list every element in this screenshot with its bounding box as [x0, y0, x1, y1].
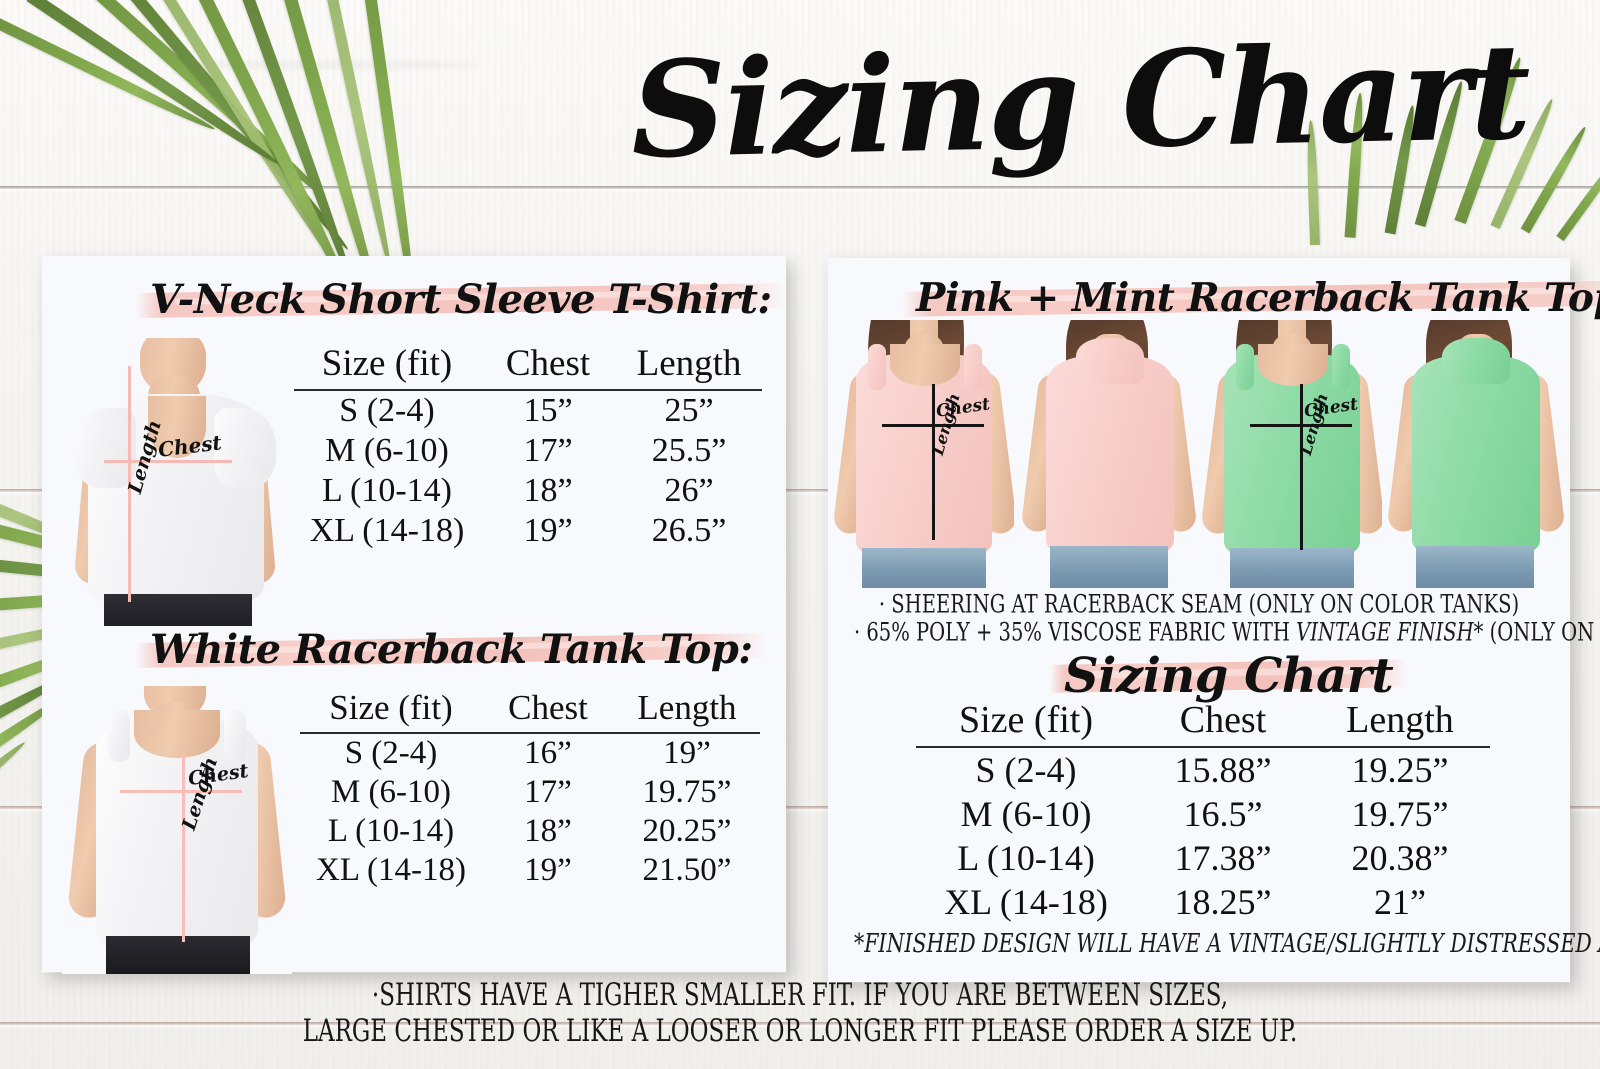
white-racerback-tank-photo: Chest Length [62, 686, 292, 974]
model-figure [834, 320, 1014, 588]
bullet-fabric-italic: VINTAGE FINISH* [1296, 617, 1484, 647]
chest-guide-line [120, 790, 242, 793]
plank-seam [0, 489, 1600, 492]
mint-tank-back-photo [1386, 320, 1566, 588]
chest-guide-line [1250, 424, 1352, 427]
model-figure [1018, 320, 1198, 588]
v-neck-size-table: Size (fit) Chest Length S (2-4) 15” 25” … [294, 342, 762, 551]
bullet-fabric-before: · 65% POLY + 35% VISCOSE FABRIC WITH [853, 617, 1297, 647]
table-row: M (6-10) 17” 25.5” [325, 432, 727, 469]
pink-mint-size-table: Size (fit) Chest Length S (2-4) 15.88” 1… [916, 698, 1490, 924]
model-figure [62, 686, 292, 974]
heading-pink-mint-racerback-tank: Pink + Mint Racerback Tank Top: [901, 270, 1600, 326]
model-figure [1202, 320, 1382, 588]
model-figure [62, 338, 292, 626]
col-size: Size (fit) [321, 343, 453, 384]
col-chest: Chest [508, 688, 588, 727]
left-panel: V-Neck Short Sleeve T-Shirt: Chest Lengt… [42, 256, 786, 974]
table-row: L (10-14) 18” 26” [322, 472, 714, 509]
mint-tank-front-photo: Chest Length [1202, 320, 1382, 588]
length-guide-line [932, 384, 935, 540]
right-panel: Pink + Mint Racerback Tank Top: Chest Le… [828, 258, 1600, 982]
col-chest: Chest [505, 343, 591, 384]
footer-line-2: LARGE CHESTED OR LIKE A LOOSER OR LONGER… [302, 1012, 1298, 1049]
col-length: Length [1346, 699, 1454, 741]
table-header-row: Size (fit) Chest Length [916, 698, 1490, 747]
heading-sizing-chart: Sizing Chart [1049, 644, 1408, 708]
length-guide-line [1300, 384, 1303, 550]
right-panel-footnote: *FINISHED DESIGN WILL HAVE A VINTAGE/SLI… [853, 929, 1600, 960]
page-title: Sizing Chart [629, 14, 1531, 189]
table-row: XL (14-18) 19” 21.50” [316, 852, 732, 888]
table-row: L (10-14) 18” 20.25” [327, 813, 732, 849]
bullet-sheering: · SHEERING AT RACERBACK SEAM (ONLY ON CO… [878, 589, 1520, 619]
col-size: Size (fit) [958, 699, 1093, 741]
bullet-fabric-after: (ONLY ON COLOR TANKS) [1489, 617, 1600, 647]
table-row: M (6-10) 16.5” 19.75” [960, 794, 1449, 834]
white-tank-size-table: Size (fit) Chest Length S (2-4) 16” 19” … [300, 688, 760, 890]
table-row: XL (14-18) 19” 26.5” [309, 512, 727, 549]
model-figure [1386, 320, 1566, 588]
plank-seam [0, 1022, 1600, 1025]
col-size: Size (fit) [329, 688, 453, 727]
table-row: M (6-10) 17” 19.75” [330, 774, 732, 810]
wood-grain [180, 60, 480, 70]
plank-seam [0, 806, 1600, 809]
col-length: Length [637, 688, 737, 727]
heading-white-racerback-tank: White Racerback Tank Top: [135, 622, 767, 678]
table-row: S (2-4) 15” 25” [339, 392, 714, 429]
v-neck-tshirt-photo: Chest Length [62, 338, 292, 626]
table-header-row: Size (fit) Chest Length [294, 342, 762, 390]
table-row: S (2-4) 15.88” 19.25” [975, 750, 1449, 790]
footer-note: ·SHIRTS HAVE A TIGHER SMALLER FIT. IF YO… [0, 977, 1600, 1050]
pink-tank-front-photo: Chest Length [834, 320, 1014, 588]
table-row: L (10-14) 17.38” 20.38” [957, 838, 1449, 878]
length-guide-line [128, 366, 131, 602]
table-row: S (2-4) 16” 19” [344, 735, 711, 771]
table-header-row: Size (fit) Chest Length [300, 688, 760, 733]
pink-tank-back-photo [1018, 320, 1198, 588]
chest-guide-line [104, 460, 232, 463]
length-guide-line [182, 754, 185, 942]
heading-v-neck-tshirt: V-Neck Short Sleeve T-Shirt: [135, 272, 786, 328]
table-row: XL (14-18) 18.25” 21” [944, 882, 1426, 922]
chest-guide-line [882, 424, 984, 427]
footer-line-1: ·SHIRTS HAVE A TIGHER SMALLER FIT. IF YO… [371, 976, 1229, 1013]
bullet-fabric: · 65% POLY + 35% VISCOSE FABRIC WITH VIN… [853, 615, 1600, 648]
col-chest: Chest [1179, 699, 1267, 741]
plank-seam [0, 186, 1600, 189]
col-length: Length [636, 343, 742, 384]
